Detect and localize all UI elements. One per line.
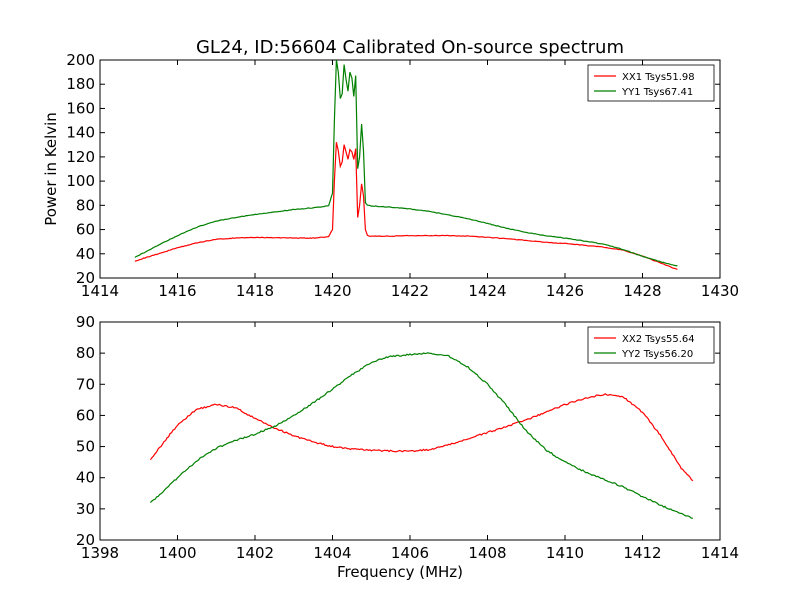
y-tick-label: 160 xyxy=(66,99,95,117)
x-tick-label: 1404 xyxy=(313,544,351,562)
y-tick-label: 60 xyxy=(76,221,95,239)
legend-box xyxy=(587,64,715,102)
legend-label: XX2 Tsys55.64 xyxy=(622,334,695,345)
x-tick-label: 1430 xyxy=(701,282,739,300)
y-tick-label: 40 xyxy=(76,245,95,263)
y-tick-label: 20 xyxy=(76,531,95,549)
x-tick-label: 1398 xyxy=(81,544,119,562)
x-tick-label: 1418 xyxy=(236,282,274,300)
x-tick-label: 1410 xyxy=(546,544,584,562)
y-tick-label: 80 xyxy=(76,344,95,362)
y-tick-label: 200 xyxy=(66,51,95,69)
legend-box xyxy=(587,326,715,364)
x-tick-label: 1422 xyxy=(391,282,429,300)
top-panel: 1414 1416 1418 1420 1422 1424 1426 1428 1430 20 40… xyxy=(42,51,739,300)
x-tick-label: 1416 xyxy=(158,282,196,300)
legend-label: XX1 Tsys51.98 xyxy=(622,72,695,83)
y-tick-label: 180 xyxy=(66,75,95,93)
legend-label: YY2 Tsys56.20 xyxy=(621,349,693,360)
y-tick-label: 140 xyxy=(66,124,95,142)
y-tick-label: 20 xyxy=(76,269,95,287)
y-tick-label: 60 xyxy=(76,406,95,424)
y-tick-label: 90 xyxy=(76,313,95,331)
y-axis-label: Power in Kelvin xyxy=(42,112,60,226)
y-tick-label: 70 xyxy=(76,375,95,393)
x-axis-label: Frequency (MHz) xyxy=(337,563,463,581)
x-tick-label: 1420 xyxy=(313,282,351,300)
chart-title: GL24, ID:56604 Calibrated On-source spec… xyxy=(196,37,624,58)
x-tick-label: 1424 xyxy=(468,282,506,300)
x-tick-label: 1414 xyxy=(81,282,119,300)
y-tick-label: 30 xyxy=(76,500,95,518)
series-line-1 xyxy=(149,393,694,482)
x-tick-label: 1408 xyxy=(468,544,506,562)
legend-label: YY1 Tsys67.41 xyxy=(621,87,693,98)
x-tick-label: 1412 xyxy=(623,544,661,562)
x-tick-label: 1406 xyxy=(391,544,429,562)
y-tick-label: 50 xyxy=(76,438,95,456)
y-tick-label: 80 xyxy=(76,196,95,214)
series-line-2 xyxy=(134,60,678,267)
series-line-2 xyxy=(149,352,693,519)
y-tick-label: 100 xyxy=(66,172,95,190)
series-line-1 xyxy=(134,142,678,271)
y-tick-label: 120 xyxy=(66,148,95,166)
y-tick-label: 40 xyxy=(76,469,95,487)
x-tick-label: 1428 xyxy=(623,282,661,300)
x-tick-label: 1426 xyxy=(546,282,584,300)
x-tick-label: 1400 xyxy=(158,544,196,562)
x-tick-label: 1402 xyxy=(236,544,274,562)
x-tick-label: 1414 xyxy=(701,544,739,562)
bottom-panel: 1398 1400 1402 1404 1406 1408 1410 1412 1414 20 30… xyxy=(76,313,739,581)
